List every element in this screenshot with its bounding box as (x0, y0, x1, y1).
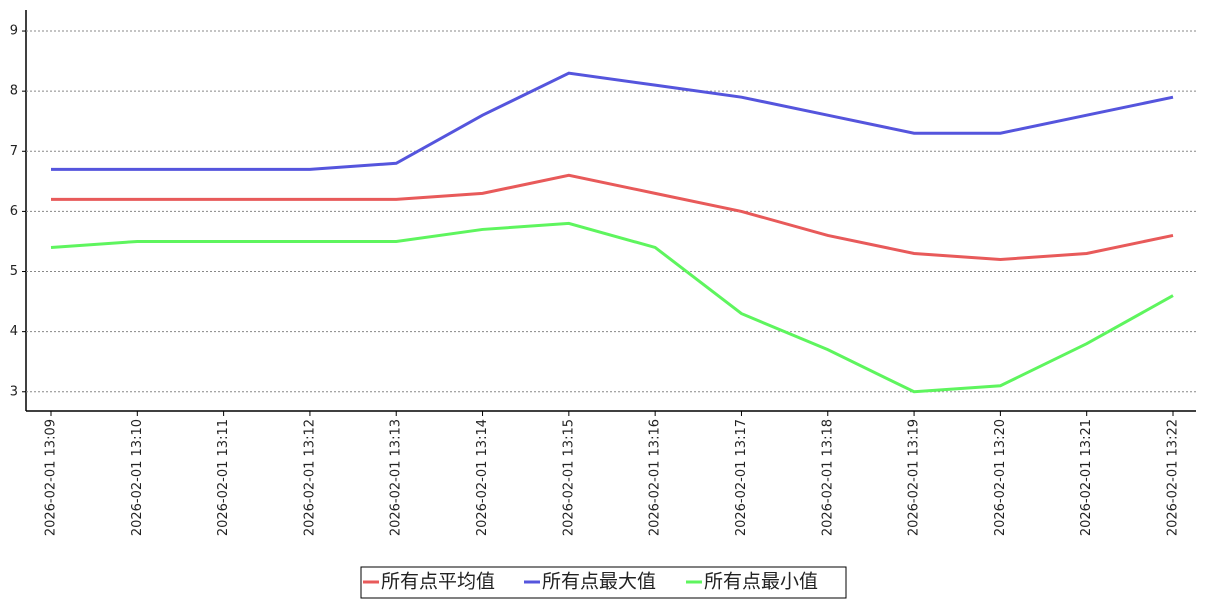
legend-label: 所有点平均值 (381, 571, 495, 593)
x-tick-label: 2026-02-01 13:22 (1166, 419, 1181, 536)
x-tick-label: 2026-02-01 13:20 (993, 419, 1008, 536)
y-tick-label: 3 (10, 384, 18, 399)
y-tick-label: 8 (10, 84, 18, 99)
x-tick-label: 2026-02-01 13:16 (648, 419, 663, 536)
x-tick-label: 2026-02-01 13:10 (130, 419, 145, 536)
y-tick-label: 4 (10, 324, 18, 339)
x-tick-label: 2026-02-01 13:11 (216, 419, 231, 536)
series-line (51, 71, 1174, 171)
legend-box (360, 566, 847, 599)
x-tick-label: 2026-02-01 13:19 (907, 419, 922, 536)
x-tick-label: 2026-02-01 13:13 (389, 419, 404, 536)
legend-label: 所有点最大值 (542, 571, 656, 593)
x-tick-label: 2026-02-01 13:15 (561, 419, 576, 536)
legend-label: 所有点最小值 (704, 571, 818, 593)
x-tick-label: 2026-02-01 13:09 (44, 419, 59, 536)
series-line (50, 221, 1174, 394)
x-tick-label: 2026-02-01 13:17 (734, 419, 749, 536)
y-tick-label: 5 (10, 264, 18, 279)
x-tick-label: 2026-02-01 13:12 (302, 419, 317, 536)
y-tick-label: 9 (10, 24, 18, 39)
x-tick-label: 2026-02-01 13:18 (820, 419, 835, 536)
y-tick-label: 7 (10, 144, 18, 159)
y-tick-label: 6 (10, 204, 18, 219)
x-tick-label: 2026-02-01 13:14 (475, 419, 490, 536)
x-tick-label: 2026-02-01 13:21 (1079, 419, 1094, 536)
series-line (51, 173, 1174, 262)
